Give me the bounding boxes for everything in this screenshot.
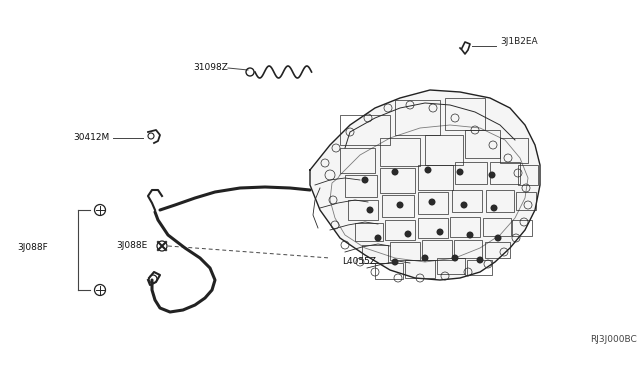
Bar — [375, 263, 403, 279]
Circle shape — [429, 199, 435, 205]
Bar — [452, 190, 482, 212]
Bar — [385, 220, 415, 240]
Bar — [445, 98, 485, 130]
Bar — [355, 223, 383, 241]
Bar — [516, 192, 536, 210]
Circle shape — [477, 257, 483, 263]
Circle shape — [495, 234, 502, 241]
Bar — [450, 217, 480, 237]
Bar — [418, 165, 453, 190]
Bar — [340, 148, 375, 173]
Circle shape — [436, 228, 444, 235]
Bar — [437, 258, 465, 274]
Bar — [512, 220, 532, 236]
Circle shape — [392, 259, 399, 266]
Bar — [518, 165, 538, 185]
Text: L4055Z: L4055Z — [342, 257, 376, 266]
Bar — [465, 130, 500, 158]
Circle shape — [404, 231, 412, 237]
Text: 31098Z: 31098Z — [193, 64, 228, 73]
Bar — [418, 192, 448, 214]
Text: 3J1B2EA: 3J1B2EA — [500, 38, 538, 46]
Text: RJ3J000BC: RJ3J000BC — [590, 336, 637, 344]
Bar — [486, 190, 514, 212]
Circle shape — [392, 169, 399, 176]
Bar — [345, 175, 377, 197]
Polygon shape — [310, 90, 540, 280]
Bar — [380, 168, 415, 193]
Circle shape — [461, 202, 467, 208]
Circle shape — [488, 171, 495, 179]
Text: 3J088E: 3J088E — [116, 241, 148, 250]
Bar — [418, 218, 448, 238]
Bar — [362, 245, 388, 263]
Bar — [483, 218, 511, 236]
Bar — [425, 135, 463, 165]
Bar — [500, 138, 528, 163]
Circle shape — [397, 202, 403, 208]
Text: 30412M: 30412M — [74, 134, 110, 142]
Bar — [467, 260, 492, 275]
Circle shape — [374, 234, 381, 241]
Circle shape — [362, 176, 369, 183]
Bar — [382, 195, 414, 217]
Bar — [395, 100, 440, 135]
Circle shape — [456, 169, 463, 176]
Circle shape — [367, 206, 374, 214]
Bar — [422, 240, 452, 260]
Text: 3J088F: 3J088F — [17, 244, 48, 253]
Bar — [405, 260, 435, 278]
Bar — [380, 138, 420, 166]
Circle shape — [490, 205, 497, 212]
Bar — [340, 115, 390, 145]
Bar — [490, 162, 520, 184]
Bar — [390, 242, 420, 260]
Bar — [455, 162, 487, 184]
Circle shape — [451, 254, 458, 262]
Circle shape — [467, 231, 474, 238]
Circle shape — [424, 167, 431, 173]
Bar — [348, 200, 378, 220]
Bar — [454, 240, 482, 258]
Bar — [485, 242, 510, 258]
Circle shape — [422, 254, 429, 262]
